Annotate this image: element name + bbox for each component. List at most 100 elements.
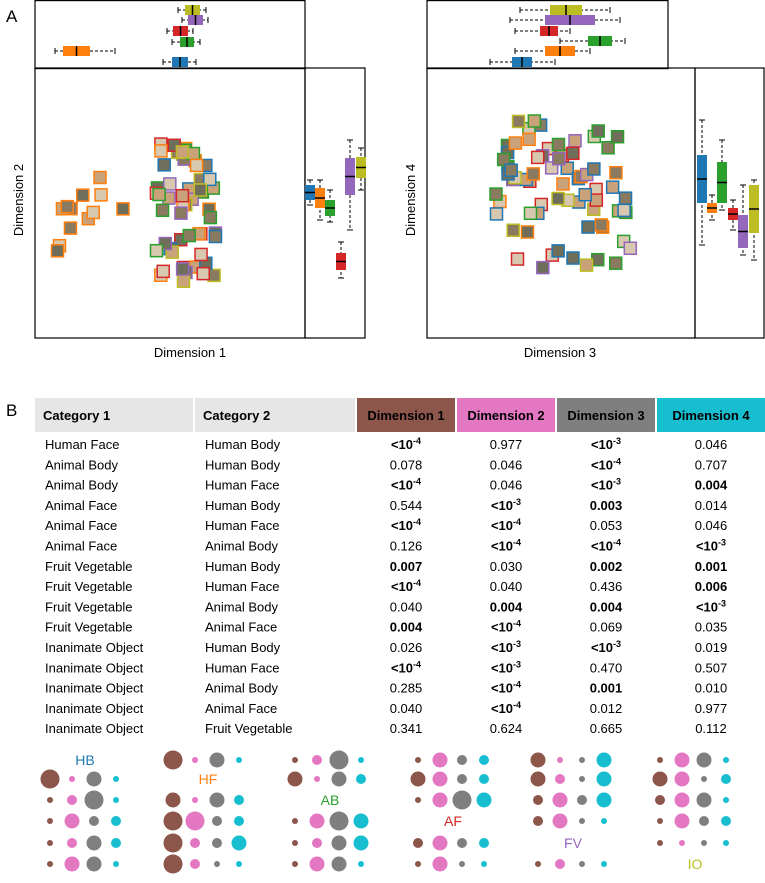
dot [165, 792, 181, 808]
table-cell: Human Body [205, 640, 281, 655]
table-cell: 0.470 [590, 660, 623, 675]
dot [723, 757, 729, 763]
thumbnail [155, 203, 170, 218]
dot [69, 776, 75, 782]
thumbnail [149, 243, 164, 258]
table-cell: Fruit Vegetable [45, 579, 132, 594]
dot [47, 840, 53, 846]
dot [413, 838, 423, 848]
cell-value: <10 [591, 478, 613, 493]
dot [185, 811, 205, 831]
dot [533, 795, 543, 805]
cell-value: <10 [391, 518, 413, 533]
cell-value: 0.004 [695, 478, 728, 493]
cell-value: <10 [591, 437, 613, 452]
dot [432, 835, 448, 851]
thumbnail [566, 251, 580, 265]
thumbnail [591, 252, 605, 267]
dot [432, 752, 448, 768]
table-cell: 0.053 [590, 518, 623, 533]
dot [533, 816, 543, 826]
dot [192, 757, 198, 763]
dot [358, 861, 364, 867]
table-cell: Animal Face [45, 498, 117, 513]
dot [579, 861, 585, 867]
dot [309, 856, 325, 872]
thumbnail [63, 221, 78, 235]
table-cell: 0.007 [390, 559, 423, 574]
y-axis-label: Dimension 2 [11, 164, 26, 236]
cell-value: 0.046 [490, 457, 523, 472]
header-text: Dimension 1 [367, 408, 444, 423]
thumbnail [189, 158, 204, 173]
thumbnail [504, 163, 518, 177]
table-cell: Human Body [205, 498, 281, 513]
table-cell: 0.977 [695, 701, 728, 716]
cell-exponent: -4 [513, 700, 521, 710]
thumbnail [594, 218, 609, 232]
dot [212, 838, 222, 848]
cell-value: <10 [696, 539, 718, 554]
dot [40, 769, 60, 789]
cell-exponent: -4 [613, 456, 621, 466]
dot [64, 813, 80, 829]
table-cell: Fruit Vegetable [45, 559, 132, 574]
thumbnail [587, 162, 601, 176]
table-cell: <10-3 [591, 436, 621, 452]
thumbnail [551, 244, 565, 258]
cell-value: <10 [491, 640, 513, 655]
dot [292, 840, 298, 846]
cell-value: 0.053 [590, 518, 623, 533]
dot [331, 771, 347, 787]
dot [552, 813, 568, 829]
dot [314, 776, 320, 782]
dot [530, 771, 546, 787]
cell-value: 0.126 [390, 539, 423, 554]
cell-exponent: -3 [513, 639, 521, 649]
dot [579, 818, 585, 824]
cell-value: 0.004 [390, 620, 423, 635]
cell-value: 0.001 [695, 559, 728, 574]
dot [552, 792, 568, 808]
dot [457, 755, 467, 765]
dot [596, 792, 612, 808]
thumbnail [208, 229, 223, 244]
table-cell: 0.002 [590, 559, 623, 574]
dot [699, 816, 709, 826]
cell-exponent: -4 [513, 517, 521, 527]
thumbnail [94, 188, 108, 202]
thumbnail [552, 151, 566, 166]
header-cell [195, 398, 355, 432]
table-cell: 0.030 [490, 559, 523, 574]
dot [410, 771, 426, 787]
table-cell: Fruit Vegetable [45, 620, 132, 635]
table-cell: 0.112 [695, 721, 727, 736]
table-cell: Fruit Vegetable [45, 599, 132, 614]
dot [111, 838, 121, 848]
thumbnail [76, 188, 90, 202]
cell-value: 0.030 [490, 559, 523, 574]
dot [331, 856, 347, 872]
table-cell: 0.046 [695, 437, 728, 452]
table-cell: Animal Face [45, 539, 117, 554]
cell-exponent: -3 [513, 497, 521, 507]
thumbnail [50, 244, 65, 258]
thumbnail [536, 260, 550, 275]
cell-exponent: -4 [413, 578, 421, 588]
dot [723, 797, 729, 803]
table-cell: <10-4 [391, 477, 421, 493]
dot [479, 774, 489, 784]
table-cell: Inanimate Object [45, 701, 144, 716]
thumbnail [86, 205, 100, 220]
cell-value: 0.035 [695, 620, 728, 635]
dot [190, 838, 200, 848]
group-label: AB [321, 792, 340, 808]
panel-label: B [6, 401, 17, 420]
dot [432, 856, 448, 872]
cell-value: 0.470 [590, 660, 623, 675]
dot [89, 816, 99, 826]
dot [236, 757, 242, 763]
dot [84, 790, 104, 810]
table-cell: Animal Face [205, 620, 277, 635]
